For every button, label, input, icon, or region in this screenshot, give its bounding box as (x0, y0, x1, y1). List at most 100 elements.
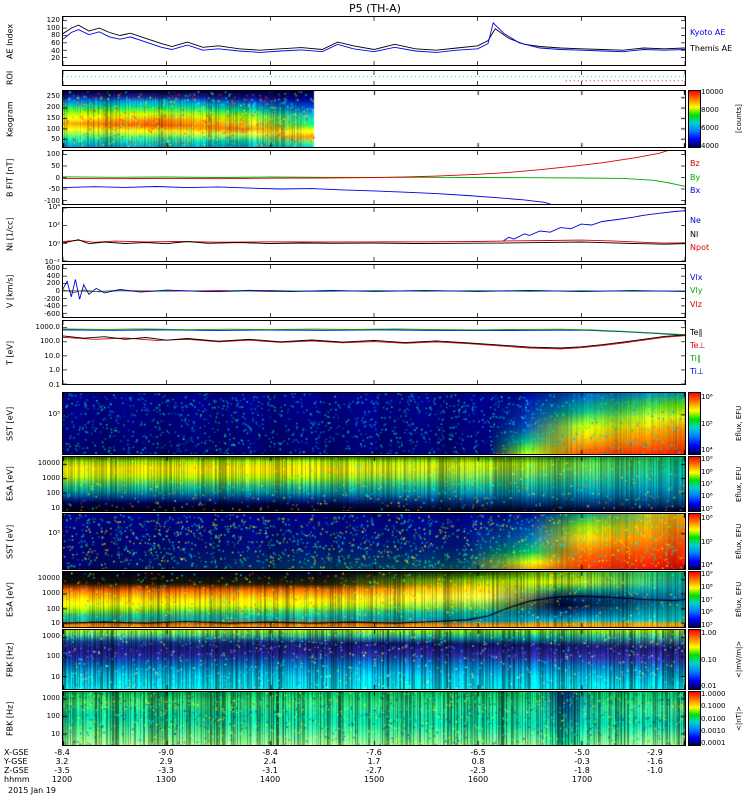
footer-value: 2.9 (159, 757, 173, 766)
colorbar-tick-label: 10⁸ (701, 467, 713, 476)
footer-value: 1300 (155, 775, 177, 784)
footer-value: 1200 (51, 775, 73, 784)
roi-plot (63, 71, 685, 85)
panel-label-bfit: B FIT [nT] (5, 158, 15, 197)
te-plot (63, 321, 685, 384)
y-tick-label: 80 (51, 31, 60, 40)
y-tick-label: 120 (46, 15, 60, 24)
panel-v (62, 264, 686, 318)
y-tick-label: 0.1 (48, 381, 60, 389)
footer-value: -9.0 (158, 748, 174, 757)
sst_e-spectrogram-canvas (63, 393, 685, 454)
footer-value: -1.8 (574, 766, 590, 775)
esa_i-colorbar (688, 571, 701, 628)
panel-sst_i (62, 513, 686, 570)
esa_i-spectrogram-canvas (63, 572, 685, 627)
panel-label-fbk_b: FBK [Hz] (5, 701, 15, 736)
panel-fbk_e (62, 629, 686, 690)
trace-label-ne: Ne (690, 215, 701, 225)
trace-label-ti: Ti∥ (690, 354, 701, 363)
fbk_e-spectrogram-canvas (63, 630, 685, 689)
y-tick-label: 10 (51, 503, 60, 512)
footer-value: -8.4 (54, 748, 70, 757)
series-te∥ (63, 334, 685, 349)
colorbar-tick-label: 0.1000 (701, 702, 726, 711)
colorbar-tick-label: 10⁵ (701, 419, 713, 428)
series-kyoto-ae (63, 22, 685, 53)
panel-label-ae: AE Index (5, 23, 15, 59)
trace-label-npot: Npot (690, 243, 710, 253)
panel-label-esa_e: ESA [eV] (5, 466, 15, 502)
y-tick-label: 1000 (42, 693, 60, 702)
panel-ni (62, 207, 686, 262)
v-plot (63, 265, 685, 317)
series-te⊥ (63, 335, 685, 350)
panel-bfit (62, 150, 686, 205)
y-tick-label: 100 (46, 604, 60, 613)
footer-row-label-hhmm: hhmm (4, 775, 30, 784)
y-tick-label: 1.0 (48, 366, 60, 375)
y-tick-label: 1000.0 (35, 322, 61, 331)
footer-value: -2.9 (647, 748, 663, 757)
colorbar-tick-label: 10⁷ (701, 480, 713, 488)
panel-keogram (62, 90, 686, 148)
series-themis-ae (63, 24, 685, 51)
footer-value: 1700 (571, 775, 593, 784)
y-tick-label: 60 (51, 38, 60, 47)
y-tick-label: 10.0 (44, 351, 60, 360)
trace-label-kyotoae: Kyoto AE (690, 27, 726, 37)
colorbar-tick-label: 10⁴ (701, 561, 713, 570)
y-tick-label: 150 (46, 113, 60, 122)
y-tick-label: 250 (46, 92, 60, 101)
colorbar-tick-label: 0.0010 (701, 726, 726, 735)
series-npot (63, 239, 685, 244)
footer-value: -1.0 (647, 766, 663, 775)
colorbar-unit-label-sst_i: Eflux, EFU (735, 523, 743, 560)
colorbar-tick-label: 6000 (701, 124, 719, 133)
colorbar-tick-label: 10⁵ (701, 620, 713, 629)
colorbar-tick-label: 10⁶ (701, 492, 713, 501)
panel-ae (62, 16, 686, 66)
footer-value: -3.5 (54, 766, 70, 775)
y-tick-label: 200 (46, 279, 60, 288)
colorbar-tick-label: 10⁷ (701, 595, 713, 604)
panel-sst_e (62, 392, 686, 455)
y-tick-label: 100 (46, 149, 60, 158)
panel-label-ni: Ni [1/cc] (5, 217, 15, 252)
footer-value: -6.5 (470, 748, 486, 757)
y-tick-label: 10000 (37, 459, 60, 468)
footer-value: 1600 (467, 775, 489, 784)
y-tick-label: -600 (44, 310, 60, 319)
colorbar-tick-label: 10⁵ (701, 537, 713, 546)
date-label: 2015 Jan 19 (8, 786, 56, 795)
y-tick-label: 20 (51, 54, 60, 63)
colorbar-unit-label-esa_i: Eflux, EFU (735, 581, 743, 618)
footer-value: -2.7 (366, 766, 382, 775)
panel-label-sst_i: SST [eV] (5, 524, 15, 559)
y-tick-label: 0 (55, 173, 60, 182)
series-ne (503, 210, 685, 242)
trace-label-ni: NI (690, 229, 699, 239)
sst_i-colorbar (688, 513, 701, 570)
series-by (63, 176, 685, 187)
series-vlx (63, 279, 685, 300)
trace-label-vly: Vly (690, 286, 703, 295)
y-tick-label: 10⁵ (48, 528, 60, 537)
keogram-spectrogram-canvas (63, 91, 685, 147)
panel-fbk_b (62, 691, 686, 746)
panel-te (62, 320, 686, 385)
panel-label-keogram: Keogram (5, 101, 15, 137)
footer-value: 1500 (363, 775, 385, 784)
y-tick-label: 40 (51, 46, 60, 55)
y-tick-label: 600 (46, 263, 60, 272)
footer-value: 2.4 (263, 757, 277, 766)
y-tick-label: 10 (51, 729, 60, 738)
y-tick-label: 1000 (42, 589, 60, 598)
sst_e-colorbar (688, 392, 701, 455)
footer-value: -0.3 (574, 757, 590, 766)
ae-plot (63, 17, 685, 65)
series-ti∥ (63, 328, 685, 336)
y-tick-label: 1000 (42, 632, 60, 641)
colorbar-tick-label: 0.01 (701, 682, 717, 691)
